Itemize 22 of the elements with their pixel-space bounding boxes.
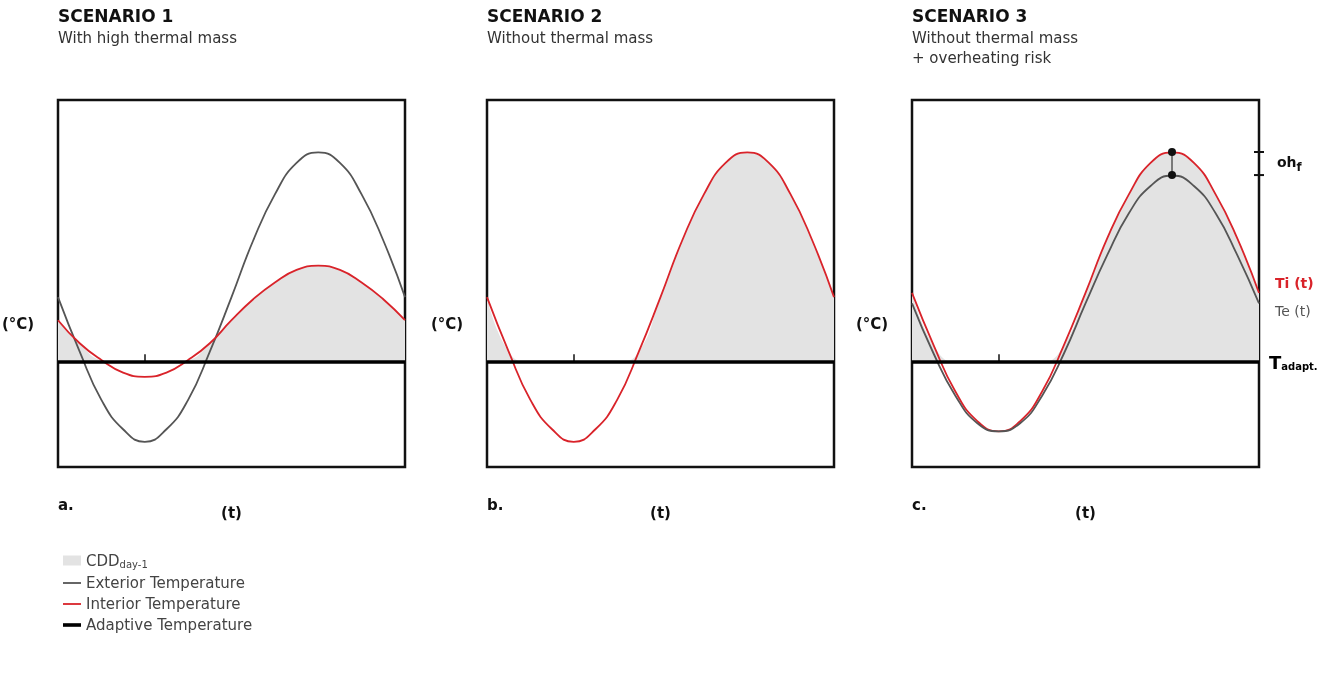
- y-axis-title: (°C): [431, 314, 464, 333]
- text: a.: [58, 495, 74, 514]
- chart-subtitle: Without thermal mass + overheating risk: [912, 29, 1079, 67]
- y-axis-title: (°C): [2, 314, 35, 333]
- series-label: Te (t): [1274, 303, 1311, 320]
- legend-label: Exterior Temperature: [86, 574, 245, 592]
- chart-title: SCENARIO 2: [487, 5, 603, 26]
- chart-title: SCENARIO 3: [912, 5, 1028, 26]
- chart-subtitle: Without thermal mass: [487, 29, 654, 47]
- series-label: Ti (t): [1275, 274, 1314, 291]
- text: oh$_{f}$: [1277, 153, 1302, 174]
- chart-subtitle: With high thermal mass: [58, 29, 238, 47]
- legend-label: Adaptive Temperature: [86, 616, 253, 634]
- x-axis-title: (t): [221, 503, 242, 522]
- legend-label: Interior Temperature: [86, 595, 241, 613]
- x-axis-title: (t): [650, 503, 671, 522]
- text: b.: [487, 495, 504, 514]
- chart-title: SCENARIO 1: [58, 5, 174, 26]
- text: c.: [912, 495, 927, 514]
- ref-line-label: Tadapt.: [1269, 351, 1318, 373]
- x-axis-title: (t): [1075, 503, 1096, 522]
- y-axis-title: (°C): [856, 314, 889, 333]
